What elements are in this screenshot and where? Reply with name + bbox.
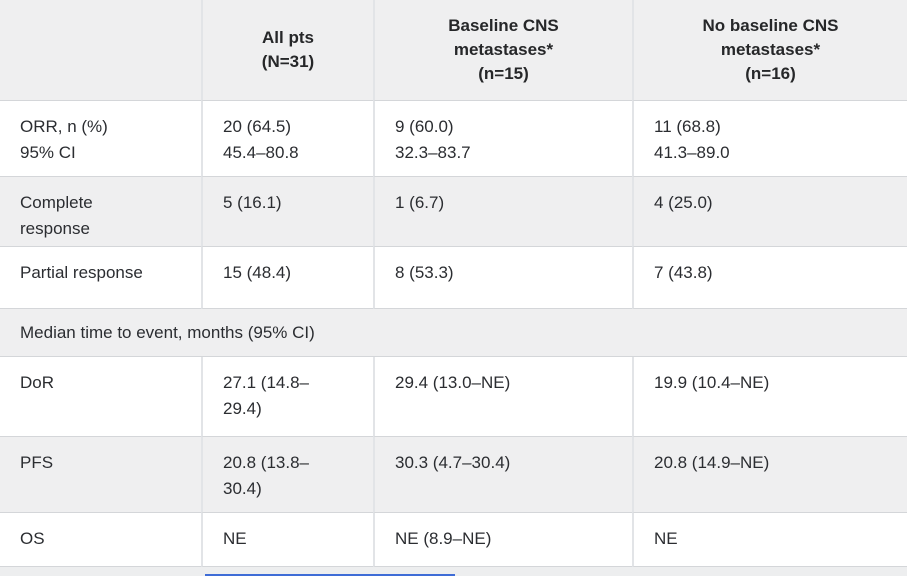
table-cell: 8 (53.3) xyxy=(373,247,632,309)
row-label-orr: ORR, n (%) 95% CI xyxy=(0,101,201,177)
table-cell: 11 (68.8) 41.3–89.0 xyxy=(632,101,907,177)
column-header-no-baseline-cns: No baseline CNS metastases* (n=16) xyxy=(632,0,907,101)
table-cell: 29.4 (13.0–NE) xyxy=(373,357,632,437)
table-cell: 27.1 (14.8– 29.4) xyxy=(201,357,373,437)
column-header-empty xyxy=(0,0,201,101)
table-cell: 20.8 (13.8– 30.4) xyxy=(201,437,373,513)
table-cell: 7 (43.8) xyxy=(632,247,907,309)
table-cell: NE (8.9–NE) xyxy=(373,513,632,567)
table-cell: 20 (64.5) 45.4–80.8 xyxy=(201,101,373,177)
column-header-all-pts: All pts (N=31) xyxy=(201,0,373,101)
table-cell: 20.8 (14.9–NE) xyxy=(632,437,907,513)
table-cell: 4 (25.0) xyxy=(632,177,907,247)
row-label-complete-response: Complete response xyxy=(0,177,201,247)
table-cell: 5 (16.1) xyxy=(201,177,373,247)
table-cell: NE xyxy=(201,513,373,567)
next-row-cutoff-band xyxy=(0,567,907,576)
table-cell: 15 (48.4) xyxy=(201,247,373,309)
section-header-median-time-to-event: Median time to event, months (95% CI) xyxy=(0,309,907,357)
table-cell: 9 (60.0) 32.3–83.7 xyxy=(373,101,632,177)
row-label-dor: DoR xyxy=(0,357,201,437)
row-label-os: OS xyxy=(0,513,201,567)
column-header-baseline-cns: Baseline CNS metastases* (n=15) xyxy=(373,0,632,101)
table-cell: 1 (6.7) xyxy=(373,177,632,247)
table-cell: 30.3 (4.7–30.4) xyxy=(373,437,632,513)
table-cell: NE xyxy=(632,513,907,567)
row-label-partial-response: Partial response xyxy=(0,247,201,309)
table-cell: 19.9 (10.4–NE) xyxy=(632,357,907,437)
horizontal-scrollbar-thumb[interactable] xyxy=(205,574,455,576)
row-label-pfs: PFS xyxy=(0,437,201,513)
